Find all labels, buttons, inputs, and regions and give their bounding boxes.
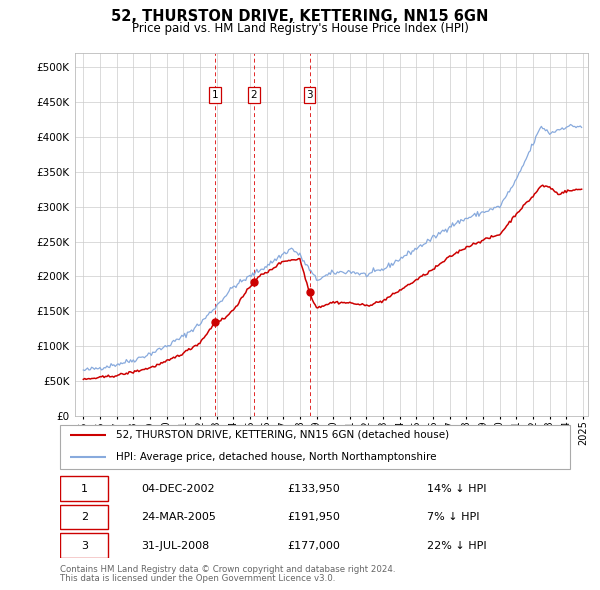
Text: 1: 1 <box>81 484 88 494</box>
Text: Price paid vs. HM Land Registry's House Price Index (HPI): Price paid vs. HM Land Registry's House … <box>131 22 469 35</box>
Text: 1: 1 <box>212 90 218 100</box>
Text: 52, THURSTON DRIVE, KETTERING, NN15 6GN (detached house): 52, THURSTON DRIVE, KETTERING, NN15 6GN … <box>116 430 449 440</box>
Text: 24-MAR-2005: 24-MAR-2005 <box>142 512 217 522</box>
Text: HPI: Average price, detached house, North Northamptonshire: HPI: Average price, detached house, Nort… <box>116 452 437 461</box>
Text: £133,950: £133,950 <box>288 484 341 494</box>
Text: Contains HM Land Registry data © Crown copyright and database right 2024.: Contains HM Land Registry data © Crown c… <box>60 565 395 574</box>
Text: 2: 2 <box>81 512 88 522</box>
Text: 31-JUL-2008: 31-JUL-2008 <box>142 540 210 550</box>
Text: 22% ↓ HPI: 22% ↓ HPI <box>427 540 487 550</box>
Text: 7% ↓ HPI: 7% ↓ HPI <box>427 512 480 522</box>
Text: 3: 3 <box>306 90 313 100</box>
Text: 04-DEC-2002: 04-DEC-2002 <box>142 484 215 494</box>
Text: £191,950: £191,950 <box>287 512 341 522</box>
FancyBboxPatch shape <box>60 533 109 558</box>
Text: 14% ↓ HPI: 14% ↓ HPI <box>427 484 487 494</box>
Text: 3: 3 <box>81 540 88 550</box>
FancyBboxPatch shape <box>60 425 570 469</box>
Text: 2: 2 <box>250 90 257 100</box>
Text: 52, THURSTON DRIVE, KETTERING, NN15 6GN: 52, THURSTON DRIVE, KETTERING, NN15 6GN <box>112 9 488 24</box>
Text: £177,000: £177,000 <box>287 540 341 550</box>
FancyBboxPatch shape <box>60 476 109 501</box>
FancyBboxPatch shape <box>60 504 109 529</box>
Text: This data is licensed under the Open Government Licence v3.0.: This data is licensed under the Open Gov… <box>60 574 335 583</box>
